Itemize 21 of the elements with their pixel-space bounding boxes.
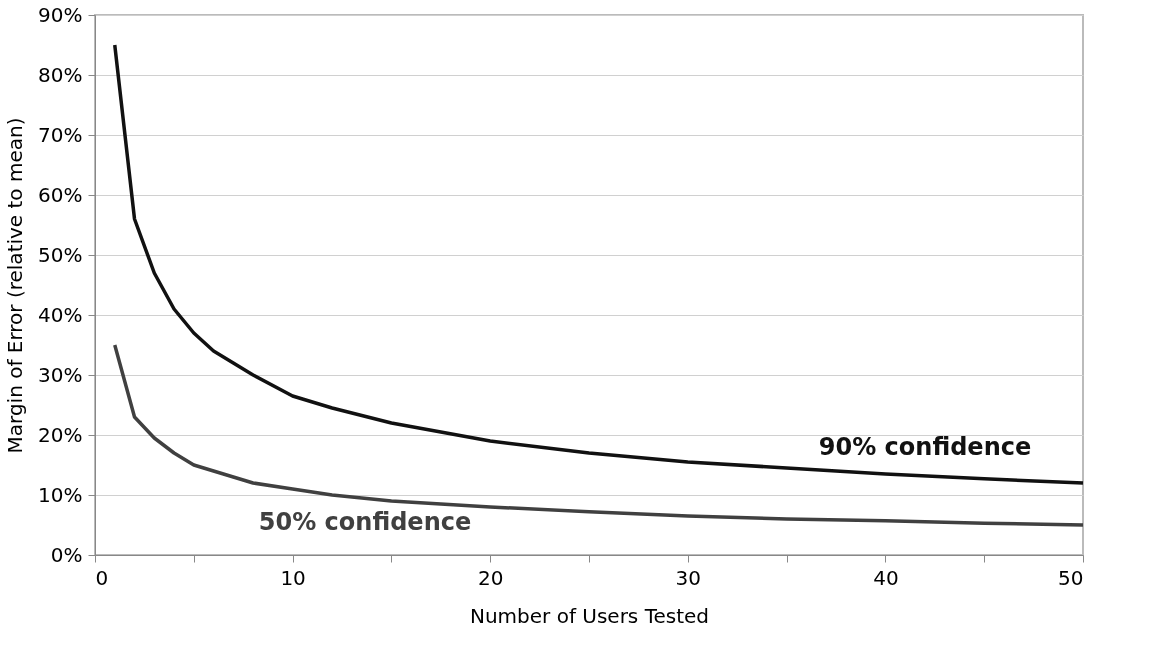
line-series [113,43,1085,485]
x-tick-label: 0 [95,565,109,590]
x-tick-label: 30 [675,565,702,590]
x-tick-label: 50 [1058,565,1084,590]
y-tick-label: 10% [38,482,83,507]
y-tick-label: 20% [38,422,83,447]
y-tick-label: 70% [38,122,83,147]
y-axis-title: Margin of Error (relative to mean) [3,117,28,454]
y-tick-label: 60% [38,182,83,207]
y-tick-label: 40% [38,302,83,327]
y-tick-label: 30% [38,362,83,387]
x-axis-title: Number of Users Tested [469,603,710,628]
y-tick-label: 50% [38,242,83,267]
y-tick-label: 80% [38,62,83,87]
x-tick-label: 10 [280,565,306,590]
y-tick-label: 0% [50,542,83,567]
x-tick-label: 40 [873,565,899,590]
x-tick-label: 20 [477,565,504,590]
y-tick-label: 90% [38,2,83,27]
series-label: 90% confidence [818,433,1032,461]
series-label: 50% confidence [258,508,472,536]
